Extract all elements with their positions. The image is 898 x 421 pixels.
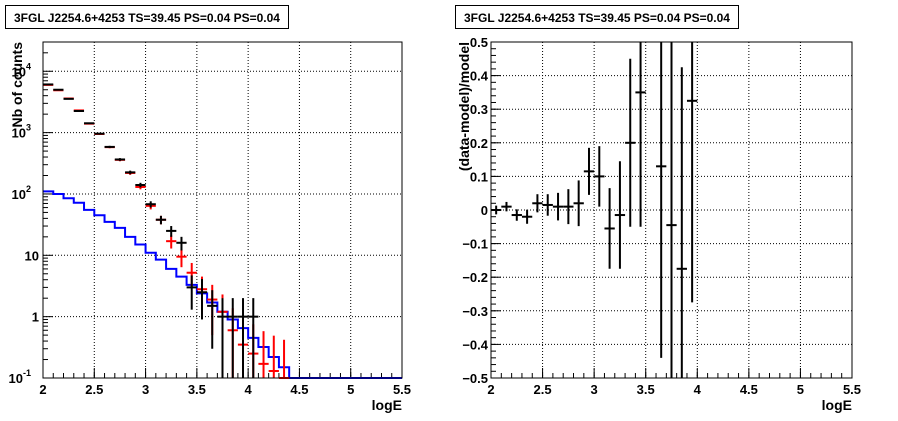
y-tick-label: 10-1: [9, 368, 31, 386]
y-tick-label: 0.2: [470, 136, 488, 151]
y-tick-label: −0.2: [462, 270, 488, 285]
plot-frame: [42, 41, 403, 379]
x-tick-label: 4: [694, 382, 702, 397]
x-tick-label: 2: [39, 382, 46, 397]
x-axis-label: logE: [822, 397, 852, 413]
x-tick-label: 2.5: [85, 382, 103, 397]
y-tick-label: 0.3: [470, 102, 488, 117]
x-tick-label: 5: [347, 382, 354, 397]
y-tick-label: 104: [12, 61, 31, 79]
x-axis-label: logE: [372, 397, 402, 413]
y-tick-label: 10: [25, 248, 39, 263]
y-tick-label: 0.1: [470, 169, 488, 184]
x-tick-label: 4.5: [290, 382, 308, 397]
y-axis-label: Nb of counts: [9, 42, 25, 128]
y-tick-label: −0.4: [462, 337, 488, 352]
y-tick-label: −0.5: [462, 371, 488, 386]
y-axis-label: (data-model)/model: [456, 42, 472, 171]
x-tick-label: 3: [591, 382, 598, 397]
y-tick-label: 1: [32, 310, 39, 325]
x-tick-label: 2: [487, 382, 494, 397]
x-tick-label: 4: [245, 382, 253, 397]
y-tick-label: 0.5: [470, 35, 488, 50]
y-tick-label: −0.1: [462, 237, 488, 252]
x-tick-label: 3: [142, 382, 149, 397]
y-tick-label: 102: [12, 184, 31, 202]
y-tick-label: −0.3: [462, 304, 488, 319]
x-tick-label: 2.5: [534, 382, 552, 397]
y-tick-label: 0: [481, 203, 488, 218]
x-tick-label: 3.5: [637, 382, 655, 397]
y-tick-label: 0.4: [470, 69, 489, 84]
x-tick-label: 5: [797, 382, 804, 397]
x-tick-label: 4.5: [740, 382, 758, 397]
x-tick-label: 3.5: [188, 382, 206, 397]
x-tick-label: 5.5: [393, 382, 411, 397]
right-chart-title: 3FGL J2254.6+4253 TS=39.45 PS=0.04 PS=0.…: [455, 5, 739, 29]
y-tick-label: 103: [12, 123, 31, 141]
left-chart-title: 3FGL J2254.6+4253 TS=39.45 PS=0.04 PS=0.…: [5, 5, 289, 29]
plot-frame: [490, 41, 853, 379]
x-tick-label: 5.5: [843, 382, 861, 397]
